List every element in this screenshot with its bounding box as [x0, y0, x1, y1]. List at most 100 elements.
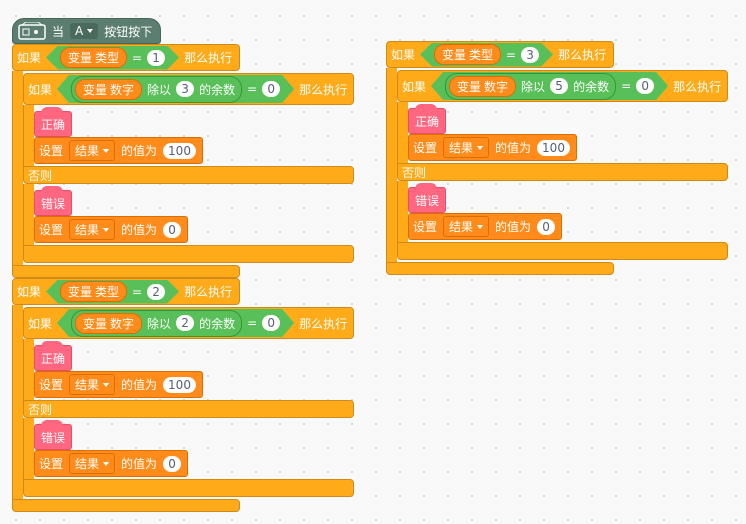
if-arm	[23, 418, 34, 479]
value-input[interactable]: 0	[262, 315, 280, 331]
if-arm	[23, 105, 34, 166]
variable-label: 变量	[68, 285, 93, 299]
variable-name: 类型	[95, 285, 120, 299]
else-label: 否则	[402, 165, 427, 180]
variable-dropdown[interactable]: 结果	[69, 219, 116, 240]
variable-name: 结果	[75, 378, 100, 392]
statements: 正确 设置 结果 的值为 100	[408, 102, 577, 163]
value-input[interactable]: 0	[163, 221, 182, 238]
if-arm	[23, 184, 34, 245]
statements: 错误 设置 结果 的值为 0	[408, 181, 563, 242]
then-label: 那么执行	[184, 51, 233, 65]
else-label: 否则	[28, 402, 53, 417]
to-label: 的值为	[121, 457, 158, 471]
then-label: 那么执行	[299, 82, 348, 97]
if-header: 如果 变量 类型 = 1 那么执行	[12, 44, 240, 71]
divisor-input[interactable]: 3	[176, 81, 194, 97]
value-input[interactable]: 0	[163, 455, 182, 472]
variable-name: 数字	[484, 79, 509, 94]
variable-dropdown[interactable]: 结果	[443, 216, 490, 237]
board-icon	[18, 22, 46, 40]
then-label: 那么执行	[299, 316, 348, 331]
value-input[interactable]: 100	[163, 142, 196, 159]
statements: 正确 设置 结果 的值为 100	[34, 339, 203, 400]
set-label: 设置	[39, 457, 64, 471]
then-label: 那么执行	[673, 79, 722, 94]
variable-name: 结果	[75, 457, 100, 471]
value-input[interactable]: 0	[537, 218, 556, 235]
variable-reporter[interactable]: 变量 数字	[449, 76, 516, 97]
variable-dropdown[interactable]: 结果	[443, 137, 490, 158]
if-body: 错误 设置 结果 的值为 0	[397, 181, 728, 242]
variable-label: 变量	[457, 79, 482, 94]
condition: 变量 类型 = 3	[420, 43, 553, 67]
if-body: 如果 变量 数字 除以 3 的余数 = 0 那么执行 正确 设置 结果 的值为 100 否则 错误 设置 结果 的值…	[12, 71, 355, 265]
condition: 变量 类型 = 1	[46, 46, 179, 70]
event-block: 错误	[34, 186, 73, 216]
if-label: 如果	[402, 79, 427, 94]
operator: =	[247, 82, 258, 96]
variable-dropdown[interactable]: 结果	[69, 453, 116, 474]
operator: =	[506, 47, 517, 62]
set-label: 设置	[413, 220, 438, 234]
if-header: 如果 变量 数字 除以 2 的余数 = 0 那么执行	[23, 307, 355, 339]
statements: 错误 设置 结果 的值为 0	[34, 418, 189, 479]
if-arm	[397, 181, 408, 242]
dropdown-arrow	[103, 148, 110, 153]
if-arm	[397, 102, 408, 163]
if-body: 如果 变量 数字 除以 5 的余数 = 0 那么执行 正确 设置 结果 的值为 100 否则 错误 设置 结果 的值…	[386, 68, 729, 262]
else-bar: 否则	[23, 400, 355, 418]
event-block: 正确	[34, 341, 73, 371]
value-input[interactable]: 3	[521, 47, 539, 63]
value-input[interactable]: 2	[147, 284, 165, 300]
if-header: 如果 变量 数字 除以 3 的余数 = 0 那么执行	[23, 73, 355, 105]
variable-reporter[interactable]: 变量 类型	[60, 47, 127, 68]
if-body: 正确 设置 结果 的值为 100	[23, 105, 354, 166]
set-label: 设置	[413, 141, 438, 155]
dropdown-arrow	[87, 29, 94, 33]
if-footer	[386, 262, 614, 275]
key-dropdown[interactable]: A	[70, 23, 99, 39]
dropdown-arrow	[103, 382, 110, 387]
variable-name: 类型	[469, 48, 494, 62]
event-block: 正确	[34, 107, 73, 137]
mod-label: 除以	[521, 79, 546, 94]
variable-name: 结果	[75, 223, 100, 237]
variable-name: 结果	[75, 144, 100, 158]
variable-reporter[interactable]: 变量 数字	[75, 79, 142, 100]
if-label: 如果	[28, 82, 53, 97]
set-block: 设置 结果 的值为 100	[408, 134, 577, 161]
variable-label: 变量	[442, 48, 467, 62]
variable-name: 结果	[449, 141, 474, 155]
value-input[interactable]: 100	[537, 139, 570, 156]
mod-reporter: 变量 数字 除以 5 的余数	[445, 73, 616, 100]
variable-label: 变量	[83, 82, 108, 97]
mod-reporter: 变量 数字 除以 2 的余数	[71, 310, 242, 337]
script: 如果 变量 类型 = 3 那么执行 如果 变量 数字 除以 5 的余数 = 0 那么执行 正确 设置 结果 的值为 1…	[386, 41, 729, 275]
operator: =	[132, 50, 143, 65]
if-label: 如果	[17, 285, 42, 299]
statements: 如果 变量 数字 除以 2 的余数 = 0 那么执行 正确 设置 结果 的值为 100 否则 错误 设置 结果 的值…	[23, 305, 355, 499]
condition: 变量 数字 除以 3 的余数 = 0	[57, 75, 294, 103]
dropdown-arrow	[477, 145, 484, 150]
value-input[interactable]: 1	[147, 50, 165, 66]
if-label: 如果	[391, 48, 416, 62]
if-footer	[12, 499, 240, 512]
hat-block[interactable]: 当 A 按钮按下	[12, 18, 162, 44]
if-body: 正确 设置 结果 的值为 100	[397, 102, 728, 163]
event-block: 正确	[408, 104, 447, 134]
value-input[interactable]: 100	[163, 376, 196, 393]
variable-reporter[interactable]: 变量 数字	[75, 313, 142, 334]
variable-reporter[interactable]: 变量 类型	[434, 44, 501, 65]
value-input[interactable]: 0	[636, 78, 654, 94]
variable-dropdown[interactable]: 结果	[69, 374, 116, 395]
variable-reporter[interactable]: 变量 类型	[60, 281, 127, 302]
if-block: 如果 变量 数字 除以 5 的余数 = 0 那么执行 正确 设置 结果 的值为 100 否则 错误 设置 结果 的值…	[397, 70, 729, 260]
divisor-input[interactable]: 5	[550, 78, 568, 94]
if-arm	[12, 305, 23, 499]
variable-dropdown[interactable]: 结果	[69, 140, 116, 161]
divisor-input[interactable]: 2	[176, 315, 194, 331]
value-input[interactable]: 0	[262, 81, 280, 97]
if-label: 如果	[17, 51, 42, 65]
